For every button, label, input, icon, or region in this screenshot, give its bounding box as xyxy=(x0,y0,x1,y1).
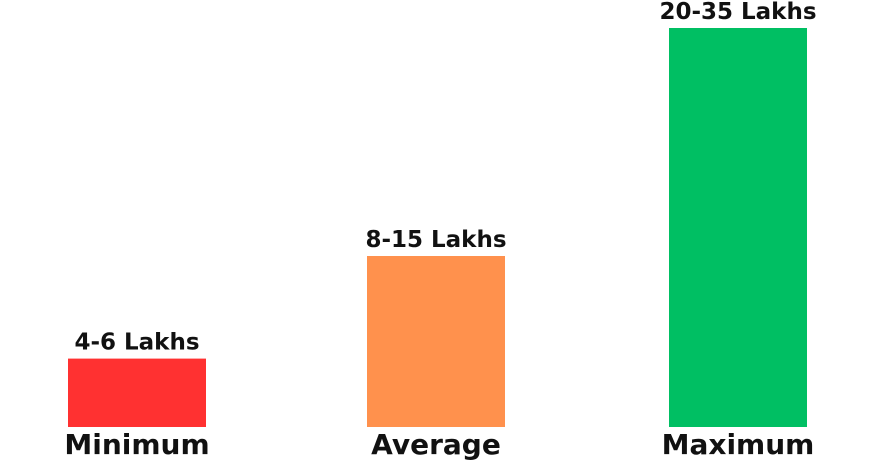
bars-group xyxy=(68,28,807,427)
category-label-maximum: Maximum xyxy=(662,428,815,461)
category-labels-group: Minimum Average Maximum xyxy=(64,428,814,461)
data-label-average: 8-15 Lakhs xyxy=(365,227,506,253)
bar-minimum xyxy=(68,358,206,427)
bar-maximum xyxy=(669,28,807,427)
data-label-minimum: 4-6 Lakhs xyxy=(74,330,199,356)
bar-average xyxy=(367,256,505,427)
category-label-minimum: Minimum xyxy=(64,428,209,461)
value-labels-group: 4-6 Lakhs 8-15 Lakhs 20-35 Lakhs xyxy=(74,0,816,356)
category-label-average: Average xyxy=(371,428,501,461)
data-label-maximum: 20-35 Lakhs xyxy=(659,0,816,25)
